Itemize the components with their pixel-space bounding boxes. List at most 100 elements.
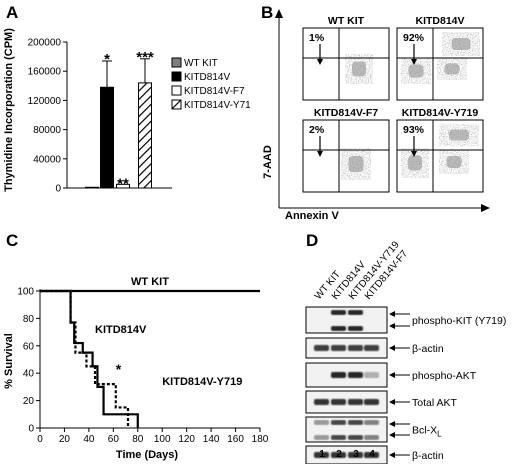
d-band <box>348 345 363 351</box>
a-significance: *** <box>136 49 154 66</box>
panel-c-lines <box>40 289 260 428</box>
b-dot-core <box>348 156 364 172</box>
b-arrow-head <box>411 151 417 157</box>
d-band <box>348 452 363 458</box>
panel-b-ylabel: 7-AAD <box>262 145 274 179</box>
a-ytick-label: 160000 <box>28 67 62 78</box>
b-plot-title: WT KIT <box>328 15 365 27</box>
a-legend-swatch <box>171 71 182 82</box>
a-bar <box>138 82 152 189</box>
b-dot-core <box>408 155 422 171</box>
c-ytick-label: 0 <box>28 424 34 435</box>
d-band <box>348 310 363 315</box>
d-blot-box <box>305 337 388 359</box>
d-band-label: Total AKT <box>412 397 458 409</box>
d-band <box>348 372 363 378</box>
d-band <box>331 310 346 315</box>
d-band <box>348 399 363 405</box>
d-blot-box <box>305 306 388 334</box>
c-annotation: WT KIT <box>131 276 169 288</box>
d-band <box>314 420 329 425</box>
panel-d-letter: D <box>306 231 318 250</box>
d-arrow-head <box>389 345 395 351</box>
b-dot-core <box>408 64 424 78</box>
panel-b-xlabel: Annexin V <box>285 210 339 222</box>
a-legend-swatch <box>171 85 182 96</box>
d-band-label: phospho-AKT <box>412 370 477 382</box>
d-blot-box <box>305 390 388 414</box>
d-band-label-sub: L <box>437 430 442 439</box>
panel-a-bars: ****** <box>85 49 154 192</box>
d-lane-number: 4 <box>369 449 375 460</box>
c-annotation: KITD814V <box>95 324 147 336</box>
d-band <box>364 345 379 351</box>
b-dot-core <box>451 38 471 50</box>
c-xtick-label: 80 <box>132 434 144 445</box>
panel-b: B 7-AAD Annexin V WT KIT 1% KITD814V 92% KIT… <box>255 0 520 225</box>
c-ytick-label: 80 <box>23 314 35 325</box>
c-xtick-label: 40 <box>83 434 95 445</box>
c-xtick-label: 140 <box>203 434 220 445</box>
b-dot-core <box>446 156 462 168</box>
panel-a-legend: WT KIT KITD814V KITD814V-F7 KITD814V-Y719 <box>171 57 257 111</box>
panel-c-svg: C % Survival Time (Days) 0 20 40 60 80 100 0 20… <box>3 231 269 461</box>
d-band-label: β-actin <box>412 450 444 462</box>
a-legend-label: KITD814V-F7 <box>184 86 245 97</box>
panel-d-blots: phospho-KIT (Y719) β-actin phospho-AKT Tota… <box>305 306 506 465</box>
panel-c-letter: C <box>6 231 18 250</box>
b-percent: 93% <box>403 124 425 136</box>
panel-d-svg: D WT KITKITD814VKITD814V-Y719KITD814V-F7… <box>305 231 506 465</box>
panel-a-letter: A <box>6 3 18 22</box>
panel-b-y-arrowhead <box>275 9 283 18</box>
d-band <box>364 452 379 458</box>
panel-c-xlabel: Time (Days) <box>116 449 178 461</box>
panel-c: C % Survival Time (Days) 0 20 40 60 80 100 0 20… <box>0 228 290 464</box>
b-percent: 2% <box>309 124 325 136</box>
d-band <box>331 420 346 425</box>
d-arrow-head <box>389 421 395 427</box>
d-arrow-head <box>389 311 395 317</box>
c-xtick-label: 120 <box>178 434 195 445</box>
a-bar <box>100 86 114 189</box>
a-ytick-label: 200000 <box>28 38 62 49</box>
b-percent: 92% <box>403 32 425 44</box>
c-ytick-label: 100 <box>17 287 34 298</box>
d-lane-number: 1 <box>319 449 325 460</box>
c-xtick-label: 60 <box>108 434 120 445</box>
c-xtick-label: 0 <box>37 434 43 445</box>
d-arrow-head <box>389 372 395 378</box>
panel-d: D WT KIT KITD814V KITD814V-Y719 KITD814V-F7… <box>300 228 520 465</box>
panel-a: A Thymidine Incorporation (CPM) 0 40000 80… <box>0 0 257 225</box>
a-bar <box>85 186 99 189</box>
d-band-label: β-actin <box>412 343 444 355</box>
c-annotation: KITD814V-Y719 <box>162 376 242 388</box>
d-arrow-head <box>389 432 395 438</box>
d-arrow-head <box>389 452 395 458</box>
d-band <box>331 435 346 440</box>
panel-c-annotations: WT KIT KITD814V * KITD814V-Y719 <box>95 276 242 388</box>
b-arrow-head <box>411 59 417 65</box>
panel-a-ylabel: Thymidine Incorporation (CPM) <box>3 28 15 192</box>
c-xtick-label: 100 <box>154 434 171 445</box>
d-band <box>364 399 379 405</box>
d-arrow-head <box>389 399 395 405</box>
d-band <box>364 372 379 378</box>
d-band <box>314 399 329 405</box>
c-survival-line <box>40 289 130 428</box>
a-ytick-label: 80000 <box>33 125 61 136</box>
a-bar <box>116 183 130 189</box>
a-legend-swatch <box>171 99 182 110</box>
b-plot-title: KITD814V <box>415 15 464 27</box>
b-dot-core <box>444 63 460 75</box>
c-xtick-label: 20 <box>59 434 71 445</box>
panel-a-svg: A Thymidine Incorporation (CPM) 0 40000 80… <box>3 3 257 195</box>
d-band-label: phospho-KIT (Y719) <box>412 315 506 327</box>
panel-c-axes: 0 20 40 60 80 100 0 20 40 60 80 100 120 140 160 180 <box>17 287 268 446</box>
d-band <box>331 326 346 331</box>
c-xtick-label: 160 <box>227 434 244 445</box>
d-band-label-main: Bcl-X <box>412 425 437 437</box>
b-plot-title: KITD814V-Y719 <box>402 107 479 119</box>
